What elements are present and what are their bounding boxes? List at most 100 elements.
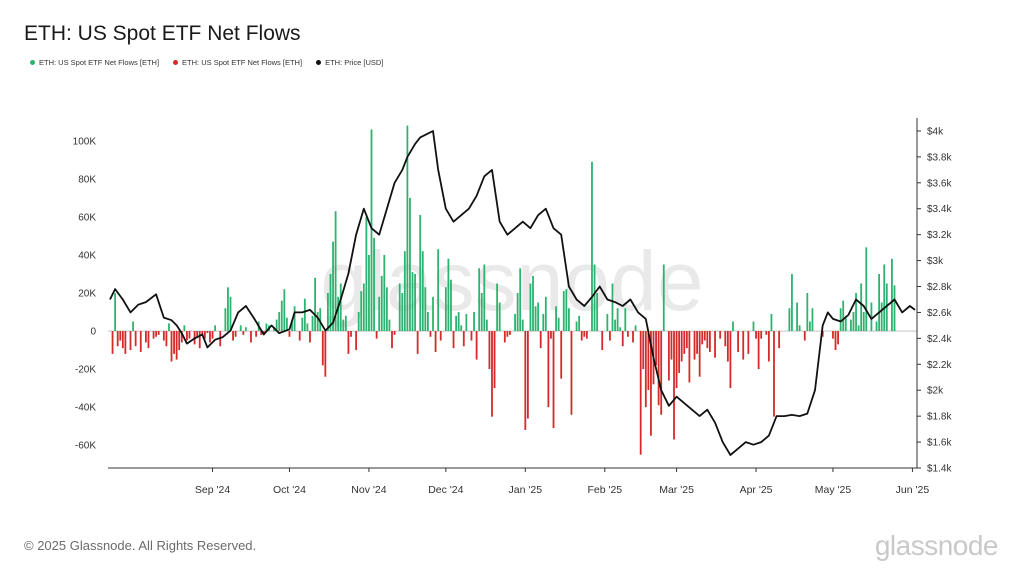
flow-bar (844, 315, 847, 332)
flow-bar (616, 308, 619, 332)
flow-bar (329, 273, 332, 332)
flow-bar (175, 331, 178, 360)
flow-bar (557, 317, 560, 332)
flow-bar (650, 331, 652, 436)
y-right-tick-label: $3k (927, 256, 944, 267)
flow-bar (242, 331, 245, 335)
flow-bar (488, 331, 491, 370)
x-tick-label: Nov '24 (351, 484, 386, 496)
flow-bar (506, 331, 509, 337)
flow-bar (821, 331, 824, 337)
flow-bar (621, 331, 624, 347)
flow-bar (337, 296, 340, 332)
flow-bar (332, 241, 334, 332)
flow-bar (562, 291, 565, 332)
flow-bar (306, 323, 309, 332)
legend-item-inflows[interactable]: ETH: US Spot ETF Net Flows [ETH] (30, 58, 159, 67)
flow-bar (391, 331, 393, 349)
flow-bar (239, 325, 242, 332)
flow-bar (288, 331, 291, 337)
flow-bar (475, 331, 478, 360)
flow-bar (503, 331, 506, 343)
flow-bar (168, 323, 170, 332)
flow-bars (111, 125, 896, 455)
flow-bar (134, 331, 137, 347)
flow-bar (424, 287, 427, 332)
flow-bar (568, 308, 570, 332)
x-tick-label: Feb '25 (587, 484, 622, 496)
flow-bar (832, 331, 834, 339)
flow-bar (570, 331, 573, 415)
flow-bar (114, 293, 117, 332)
x-tick-label: May '25 (815, 484, 852, 496)
flow-bar (360, 291, 363, 332)
flow-bar (891, 258, 893, 332)
y-right-tick-label: $2.8k (927, 282, 952, 293)
flow-bar (457, 312, 460, 332)
flow-bar (634, 325, 637, 332)
flow-bar (529, 283, 532, 332)
flow-bar (606, 313, 609, 332)
flow-bar (447, 258, 450, 332)
flow-bar (170, 331, 173, 362)
flow-bar (416, 331, 419, 354)
flow-bar (429, 331, 432, 337)
flow-bar (524, 331, 527, 430)
flow-bar (862, 312, 865, 332)
flow-bar (165, 331, 168, 347)
flow-bar (224, 308, 227, 332)
flow-bar (473, 312, 475, 332)
flow-bar (747, 331, 750, 354)
flow-bar (670, 331, 673, 360)
flow-bar (485, 319, 488, 332)
flow-bar (355, 331, 358, 351)
flow-bar (411, 272, 414, 332)
flow-bar (611, 283, 614, 332)
flow-bar (234, 331, 237, 337)
flow-bar (714, 331, 716, 358)
flow-bar (198, 331, 201, 349)
flow-bar (675, 331, 678, 389)
flow-bar (521, 319, 524, 332)
flow-bar (698, 331, 701, 377)
flow-bar (657, 331, 660, 406)
flow-bar (565, 289, 568, 332)
flow-bar (778, 331, 781, 349)
flow-bar (757, 331, 760, 370)
legend-item-outflows[interactable]: ETH: US Spot ETF Net Flows [ETH] (173, 58, 302, 67)
flow-bar (278, 312, 281, 332)
flow-bar (403, 251, 406, 332)
y-left-tick-label: 20K (78, 289, 96, 300)
flow-bar (426, 312, 429, 332)
flow-bar (321, 331, 324, 366)
flow-bar (509, 331, 511, 335)
flow-bar (432, 296, 434, 332)
flow-bar (344, 315, 347, 332)
flow-bar (585, 331, 588, 339)
flow-bar (414, 273, 416, 332)
chart-title: ETH: US Spot ETF Net Flows (24, 22, 301, 45)
flow-bar (667, 331, 670, 381)
flow-bar (162, 331, 165, 341)
x-tick-label: Jun '25 (896, 484, 930, 496)
y-left-tick-label: 40K (78, 250, 96, 261)
flow-bar (378, 296, 381, 332)
flow-bar (752, 321, 755, 332)
flow-bar (724, 331, 727, 347)
flow-bar (850, 319, 852, 332)
flow-bar (316, 312, 319, 332)
flow-bar (519, 268, 522, 332)
flow-bar (121, 331, 124, 349)
flow-bar (483, 264, 486, 332)
flow-bar (662, 264, 665, 332)
flow-bar (203, 331, 206, 339)
legend-item-price[interactable]: ETH: Price [USD] (316, 58, 383, 67)
legend-dot-green-icon (30, 60, 35, 65)
flow-bar (626, 331, 629, 337)
flow-bar (885, 283, 888, 332)
flow-bar (462, 331, 465, 347)
flow-bar (452, 331, 455, 349)
flow-bar (319, 308, 322, 332)
copyright-footer: © 2025 Glassnode. All Rights Reserved. (24, 538, 257, 553)
